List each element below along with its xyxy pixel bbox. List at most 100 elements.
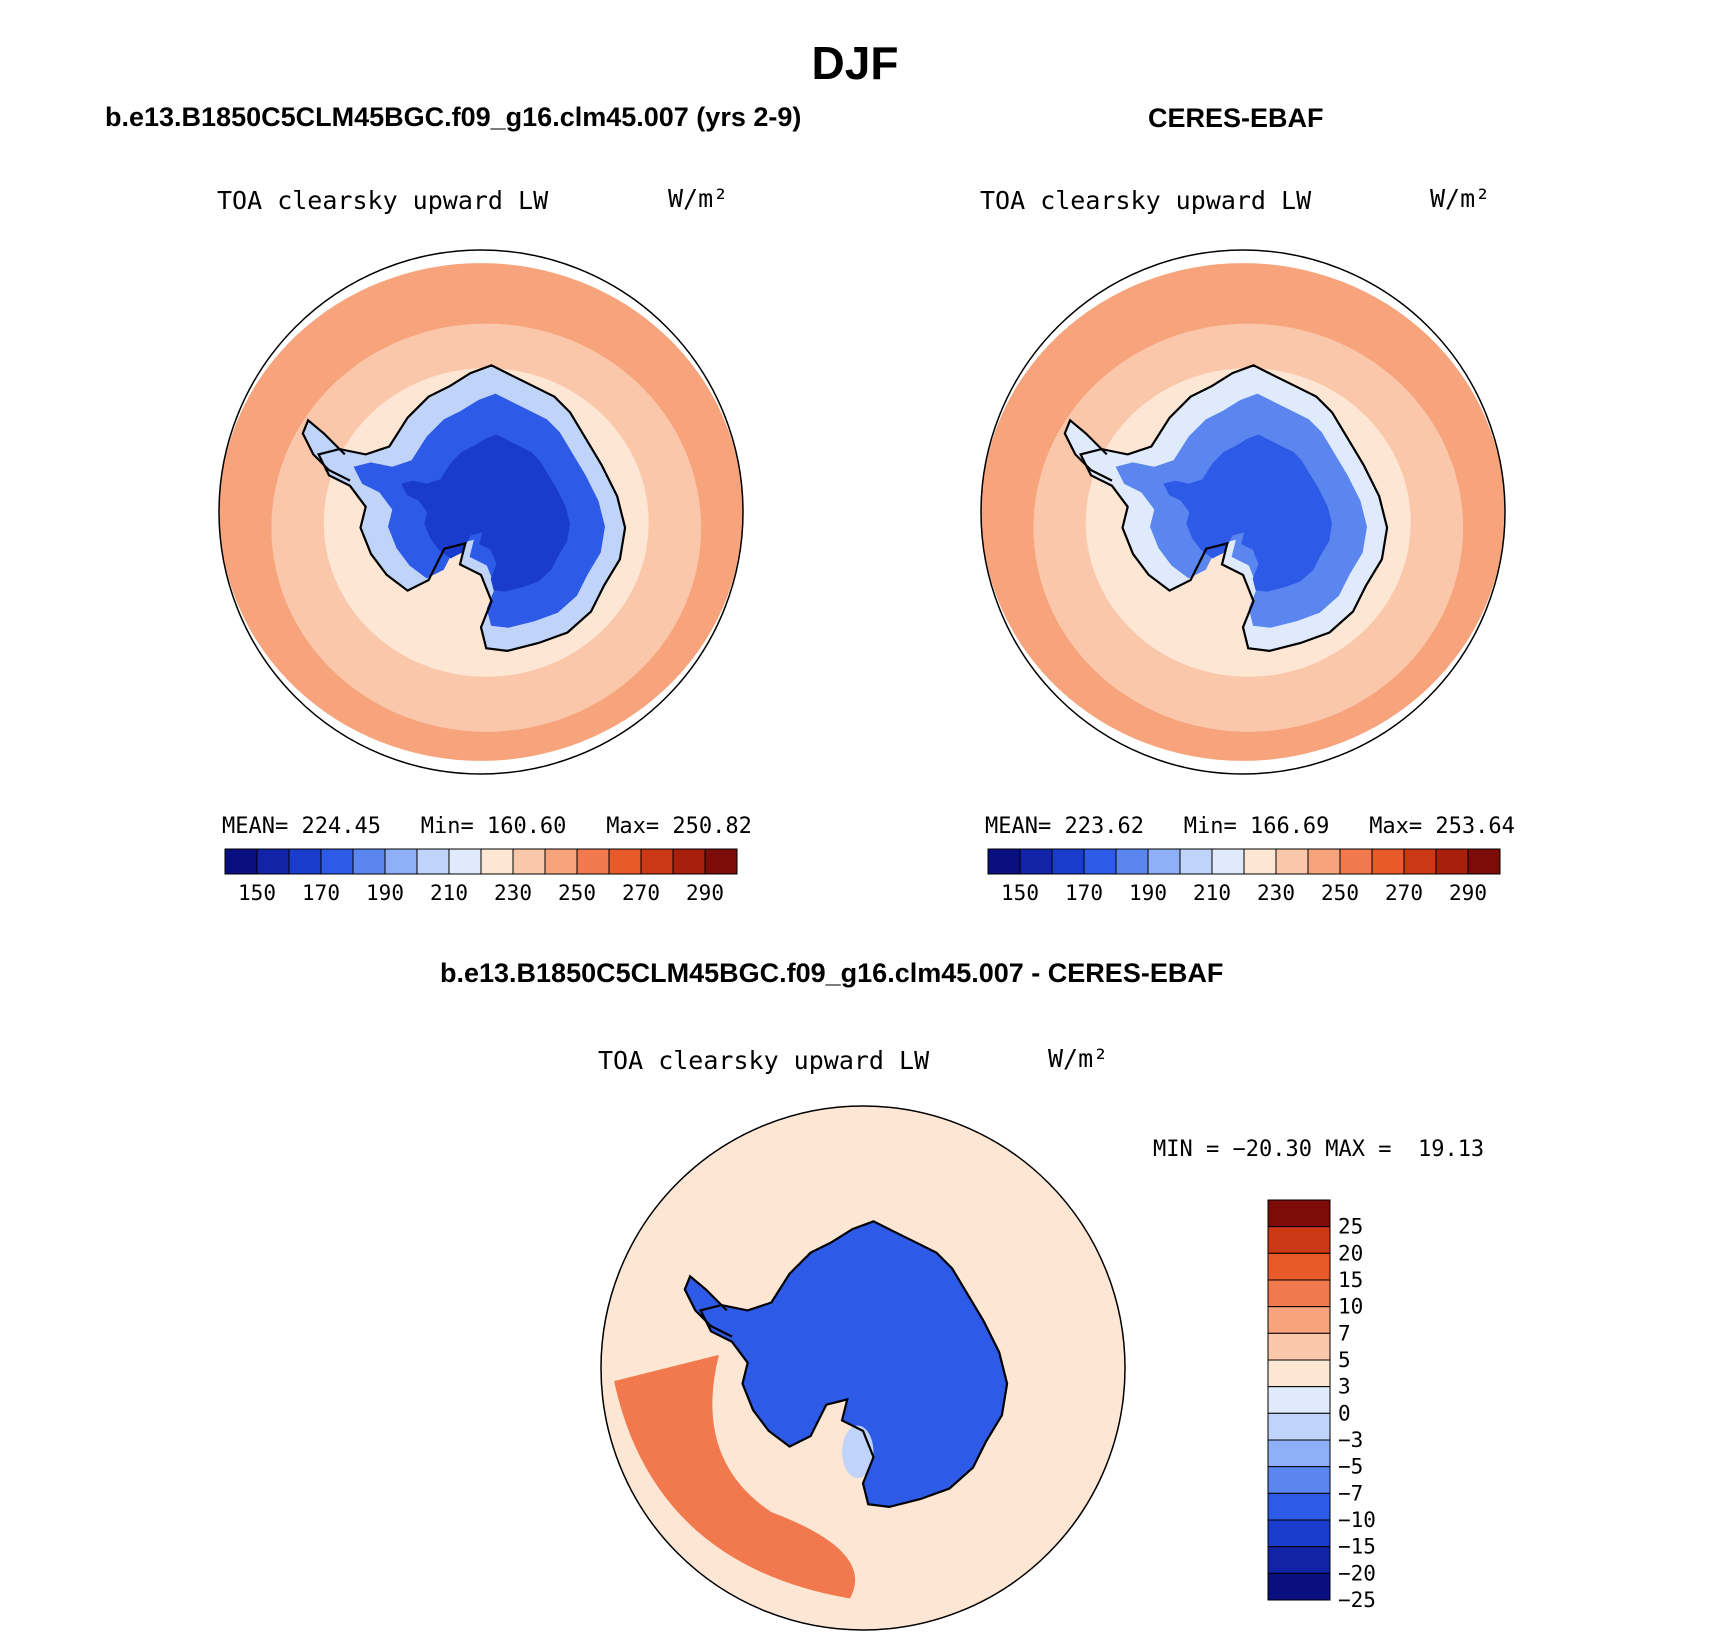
colorbar-tick-label: 210 bbox=[1193, 881, 1231, 905]
max-label: Max= bbox=[606, 814, 660, 839]
colorbar-tick-label: 150 bbox=[238, 881, 276, 905]
colorbar-tick-label: −10 bbox=[1338, 1508, 1376, 1532]
min-value: −20.30 bbox=[1232, 1137, 1312, 1162]
min-label: Min= bbox=[420, 814, 474, 839]
peninsula bbox=[302, 420, 350, 481]
colorbar-tick-label: 270 bbox=[1385, 881, 1423, 905]
polar-map-obs bbox=[980, 249, 1506, 775]
colorbar-tick-label: 15 bbox=[1338, 1268, 1363, 1292]
colorbar-tick-label: 190 bbox=[366, 881, 404, 905]
coastline bbox=[317, 364, 627, 653]
colorbar-tick-label: −15 bbox=[1338, 1535, 1376, 1559]
coastline bbox=[1079, 364, 1389, 653]
map-title-obs: TOA clearsky upward LW bbox=[980, 186, 1312, 215]
colorbar-swatch bbox=[1115, 848, 1149, 875]
colorbar-swatch bbox=[1339, 848, 1373, 875]
colorbar-swatch bbox=[1083, 848, 1117, 875]
panel-title-model: b.e13.B1850C5CLM45BGC.f09_g16.clm45.007 … bbox=[105, 102, 802, 132]
colorbar-swatch bbox=[1403, 848, 1437, 875]
colorbar-swatch bbox=[288, 848, 322, 875]
units-diff: W/m² bbox=[1048, 1044, 1109, 1073]
colorbar-swatch bbox=[1435, 848, 1469, 875]
colorbar-swatch bbox=[1267, 1439, 1331, 1468]
colorbar-swatch bbox=[608, 848, 642, 875]
max-value: 19.13 bbox=[1417, 1137, 1485, 1162]
peninsula-coastline bbox=[301, 418, 351, 482]
colorbar-swatch bbox=[352, 848, 386, 875]
min-label: Min= bbox=[1183, 814, 1237, 839]
colorbar-swatch bbox=[480, 848, 514, 875]
colorbar-swatch bbox=[1211, 848, 1245, 875]
peninsula bbox=[1064, 420, 1112, 481]
colorbar-tick-label: 170 bbox=[1065, 881, 1103, 905]
coastline bbox=[699, 1220, 1009, 1509]
units-obs: W/m² bbox=[1430, 184, 1491, 213]
peninsula bbox=[684, 1276, 732, 1337]
peninsula-coastline bbox=[683, 1274, 733, 1338]
colorbar-swatch bbox=[1267, 1412, 1331, 1441]
map-title-model: TOA clearsky upward LW bbox=[217, 186, 549, 215]
map-boundary bbox=[980, 249, 1506, 775]
colorbar-tick-label: 7 bbox=[1338, 1321, 1351, 1345]
colorbar-swatch bbox=[1371, 848, 1405, 875]
pacific-sector-positive bbox=[614, 1354, 856, 1599]
max-label: Max= bbox=[1369, 814, 1423, 839]
max-value: 250.82 bbox=[672, 814, 752, 839]
colorbar-tick-label: 20 bbox=[1338, 1241, 1363, 1265]
colorbar-swatch bbox=[640, 848, 674, 875]
peninsula-coastline bbox=[1063, 418, 1113, 482]
page-title: DJF bbox=[811, 37, 899, 89]
max-value: 253.64 bbox=[1435, 814, 1515, 839]
colorbar-swatch bbox=[1307, 848, 1341, 875]
colorbar-tick-label: 230 bbox=[1257, 881, 1295, 905]
units-model: W/m² bbox=[668, 184, 729, 213]
colorbar-swatch bbox=[1267, 1519, 1331, 1548]
colorbar-swatch bbox=[672, 848, 706, 875]
colorbar-tick-label: 270 bbox=[622, 881, 660, 905]
mean-value: 224.45 bbox=[301, 814, 381, 839]
colorbar-swatch bbox=[384, 848, 418, 875]
colorbar-swatch bbox=[512, 848, 546, 875]
colorbar-swatch bbox=[416, 848, 450, 875]
map-title-diff: TOA clearsky upward LW bbox=[598, 1046, 930, 1075]
colorbar-swatch bbox=[1179, 848, 1213, 875]
colorbar-swatch bbox=[1051, 848, 1085, 875]
colorbar-tick-label: −20 bbox=[1338, 1561, 1376, 1585]
colorbar-swatch bbox=[1267, 1306, 1331, 1334]
colorbar-tick-label: 230 bbox=[494, 881, 532, 905]
colorbar-tick-label: 25 bbox=[1338, 1215, 1363, 1239]
colorbar-tick-label: 290 bbox=[686, 881, 724, 905]
colorbar-swatch bbox=[1267, 1492, 1331, 1521]
colorbar-swatch bbox=[1275, 848, 1309, 875]
colorbar-swatch bbox=[1019, 848, 1053, 875]
colorbar-swatch bbox=[576, 848, 610, 875]
colorbar-swatch bbox=[448, 848, 482, 875]
stats-model: MEAN= 224.45 Min= 160.60 Max= 250.82 bbox=[222, 814, 752, 839]
polar-map-model bbox=[218, 249, 744, 775]
polar-map-diff bbox=[600, 1105, 1126, 1631]
colorbar-tick-label: −3 bbox=[1338, 1428, 1363, 1452]
colorbar-tick-label: 190 bbox=[1129, 881, 1167, 905]
colorbar-tick-label: 0 bbox=[1338, 1401, 1351, 1425]
colorbar-tick-label: −5 bbox=[1338, 1455, 1363, 1479]
colorbar-tick-label: 5 bbox=[1338, 1348, 1351, 1372]
colorbar-tick-label: 170 bbox=[302, 881, 340, 905]
colorbar-tick-label: 10 bbox=[1338, 1295, 1363, 1319]
colorbar-model: 150 170 190 210 230 250 270 290 bbox=[224, 848, 738, 905]
colorbar-obs: 150 170 190 210 230 250 270 290 bbox=[987, 848, 1501, 905]
colorbar-tick-label: 150 bbox=[1001, 881, 1039, 905]
min-value: 160.60 bbox=[486, 814, 567, 839]
colorbar-tick-label: 290 bbox=[1449, 881, 1487, 905]
colorbar-swatch bbox=[1267, 1386, 1331, 1414]
colorbar-tick-label: −7 bbox=[1338, 1481, 1363, 1505]
colorbar-swatch bbox=[224, 848, 258, 875]
min-value: 166.69 bbox=[1249, 814, 1330, 839]
colorbar-swatch bbox=[1467, 848, 1501, 875]
stats-diff: MIN = −20.30 MAX = 19.13 bbox=[1153, 1137, 1484, 1162]
colorbar-tick-label: 210 bbox=[430, 881, 468, 905]
mean-label: MEAN= bbox=[985, 814, 1052, 839]
mean-label: MEAN= bbox=[222, 814, 289, 839]
panel-title-diff: b.e13.B1850C5CLM45BGC.f09_g16.clm45.007 … bbox=[440, 958, 1224, 988]
colorbar-swatch bbox=[1267, 1252, 1331, 1281]
